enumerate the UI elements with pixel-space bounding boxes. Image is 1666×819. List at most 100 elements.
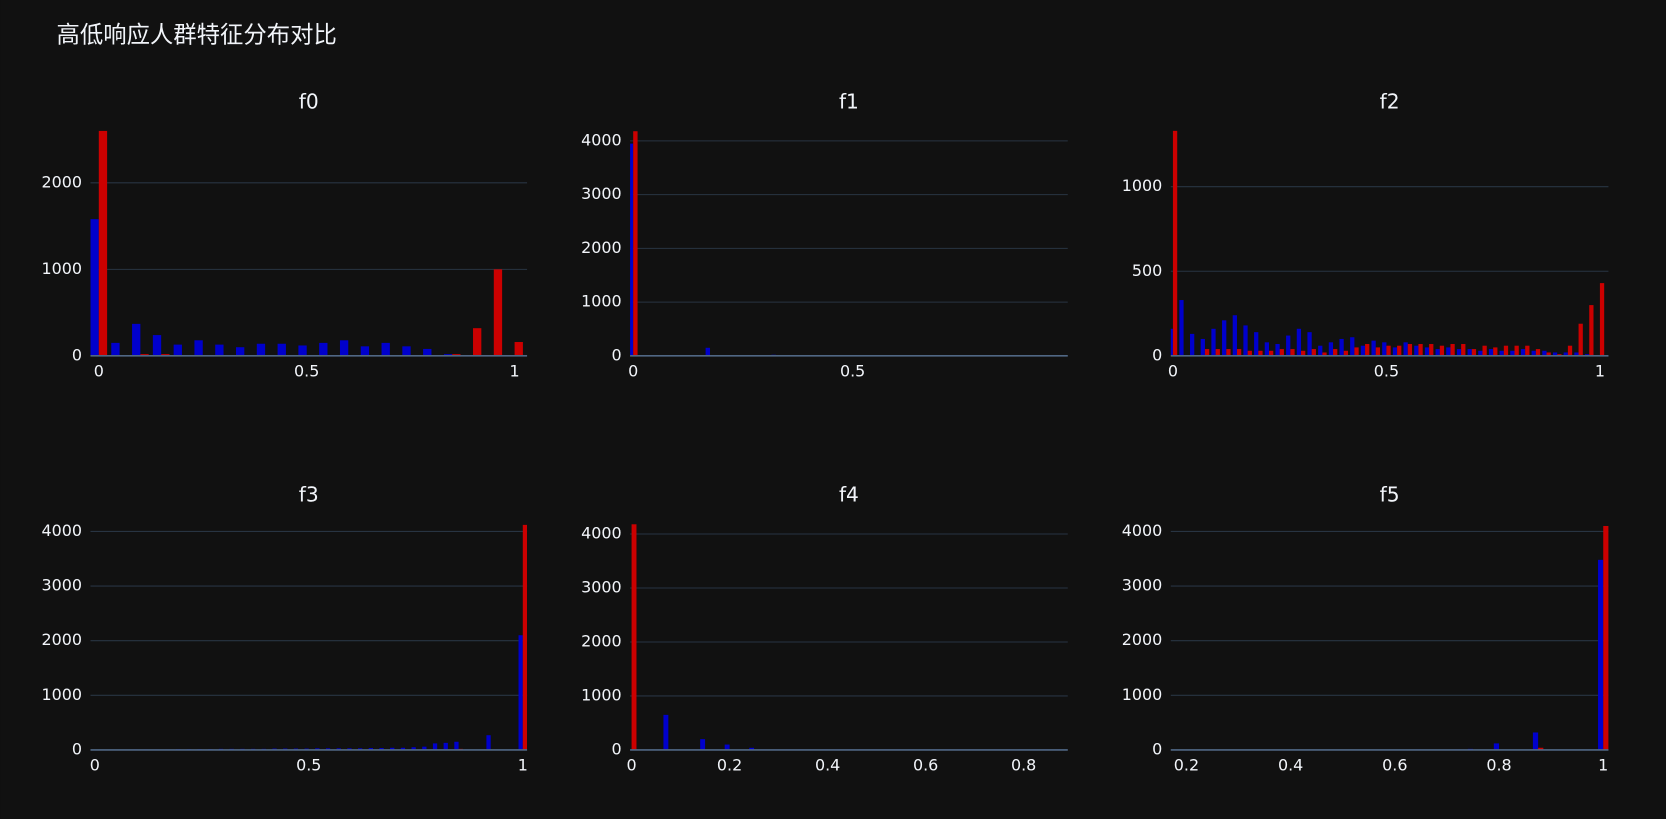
bar [1546,352,1551,356]
plot-area [1170,130,1605,356]
bar [1531,350,1536,356]
bar [1333,349,1338,356]
bar [1424,347,1430,356]
y-tick-label: 1000 [581,292,622,311]
bar [194,340,203,356]
bar [443,742,448,750]
y-tick-label: 3000 [1122,576,1163,595]
y-tick-label: 4000 [581,130,622,149]
x-tick-label: 0 [627,755,637,774]
bar [1204,349,1210,356]
main-title: 高低响应人群特征分布对比 [56,21,336,49]
bar [1307,332,1312,356]
bar [161,354,170,356]
x-tick-label: 0.6 [1382,755,1407,774]
y-tick-label: 2000 [581,238,622,257]
bar [1279,349,1284,356]
bar [473,328,482,356]
bar [1435,349,1440,356]
bar [1450,344,1455,356]
bar [1532,732,1539,750]
y-tick-label: 0 [611,739,621,758]
x-tick-label: 0.5 [294,361,319,380]
x-tick-label: 0.5 [296,755,321,774]
y-tick-label: 1000 [581,685,622,704]
bar [705,347,711,356]
subplot-title: f1 [839,90,859,114]
bar [1499,350,1504,356]
x-tick-label: 0 [628,361,638,380]
bar [1514,345,1519,356]
bar [1456,349,1462,356]
x-tick-label: 0.4 [815,755,840,774]
bar [454,741,459,750]
bar [1599,283,1605,356]
bar [1563,352,1568,356]
bar [298,345,307,356]
bar [1328,342,1334,356]
y-tick-label: 3000 [581,184,622,203]
bar [663,714,669,750]
y-tick-label: 0 [1152,345,1162,364]
bar [336,748,341,750]
x-tick-label: 0.4 [1278,755,1303,774]
bar [1552,352,1558,356]
x-tick-label: 1 [518,755,528,774]
bar [1557,354,1562,356]
bar [1488,349,1494,356]
bar [173,344,182,356]
bar [1264,342,1270,356]
bar [98,130,108,356]
y-tick-label: 2000 [41,172,82,191]
bar [1222,320,1227,356]
y-tick-label: 1000 [1122,176,1163,195]
bar [493,269,503,356]
bar [357,748,363,750]
bar [140,354,149,356]
bar [1520,349,1526,356]
bar [1172,130,1178,356]
subplot-title: f0 [299,90,319,114]
y-tick-label: 2000 [1122,630,1163,649]
bar [1467,349,1472,356]
bar [1243,325,1248,356]
bar [411,747,416,750]
bar [1269,350,1274,356]
bar [1275,344,1280,356]
bar [215,344,224,356]
bar [749,747,755,750]
bar [1354,347,1359,356]
bar [277,343,286,356]
bar [1343,350,1348,356]
x-tick-label: 0.5 [840,361,865,380]
bar [379,748,384,750]
bar [1350,337,1355,356]
y-tick-label: 0 [72,345,82,364]
bar [1439,345,1445,356]
subplot-title: f3 [299,483,319,507]
bar [319,342,328,356]
bar [1322,352,1327,356]
bar [360,346,370,356]
bar [1493,347,1498,356]
bar [1382,342,1387,356]
bar [1190,333,1195,356]
plot-area [90,130,523,356]
bar [1542,350,1547,356]
bar [1461,344,1466,356]
bar [631,524,637,750]
bar [256,343,266,356]
bar [1603,525,1609,750]
bar [390,747,395,750]
bar [90,219,99,356]
bar [152,335,162,356]
bar [630,143,634,356]
bar [1446,347,1451,356]
bar [1290,349,1295,356]
bar [1414,345,1419,356]
y-tick-label: 0 [1152,739,1162,758]
y-tick-label: 2000 [581,631,622,650]
bar [1232,315,1237,356]
